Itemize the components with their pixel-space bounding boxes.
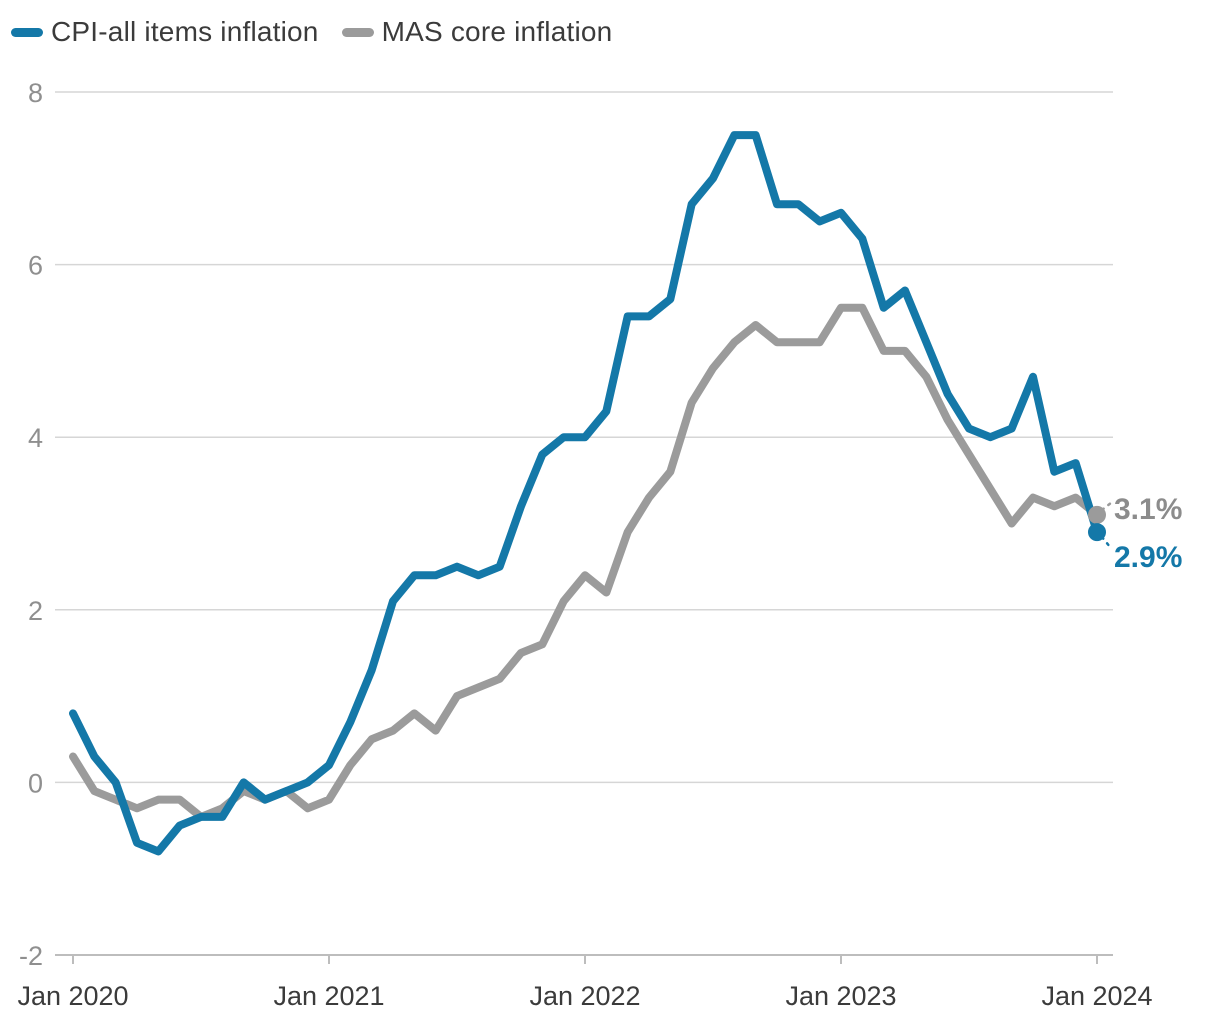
y-axis-label: 2 bbox=[28, 596, 43, 626]
x-axis-label: Jan 2022 bbox=[529, 981, 640, 1011]
y-axis-label: -2 bbox=[19, 941, 43, 971]
cpi-label-leader-line bbox=[1100, 535, 1113, 550]
y-axis-label: 4 bbox=[28, 423, 43, 453]
cpi-line-swatch-icon bbox=[11, 27, 43, 37]
gridlines bbox=[55, 91, 1113, 956]
legend-label-core: MAS core inflation bbox=[381, 16, 613, 47]
legend-item-core: MAS core inflation bbox=[341, 16, 613, 48]
y-axis-label: 8 bbox=[28, 78, 43, 108]
core-end-value-label: 3.1% bbox=[1114, 493, 1182, 526]
y-axis-label: 0 bbox=[28, 768, 43, 798]
legend-label-cpi: CPI-all items inflation bbox=[51, 16, 319, 47]
x-axis-label: Jan 2024 bbox=[1041, 981, 1152, 1011]
cpi-end-value-label: 2.9% bbox=[1114, 541, 1182, 574]
x-axis-label: Jan 2023 bbox=[785, 981, 896, 1011]
x-axis: Jan 2020 Jan 2021 Jan 2022 Jan 2023 Jan 2024 bbox=[17, 955, 1153, 1011]
y-axis-labels: 8 6 4 2 0 -2 bbox=[19, 78, 43, 971]
x-axis-label: Jan 2020 bbox=[17, 981, 128, 1011]
cpi-inflation-line bbox=[69, 131, 1101, 856]
legend-item-cpi: CPI-all items inflation bbox=[11, 16, 319, 48]
cpi-end-dot bbox=[1088, 523, 1106, 542]
core-line-swatch-icon bbox=[341, 27, 374, 37]
x-axis-label: Jan 2021 bbox=[273, 981, 384, 1011]
legend: CPI-all items inflation MAS core inflati… bbox=[11, 16, 612, 48]
y-axis-label: 6 bbox=[28, 251, 43, 281]
core-end-dot bbox=[1088, 505, 1106, 524]
core-inflation-line bbox=[69, 303, 1101, 821]
